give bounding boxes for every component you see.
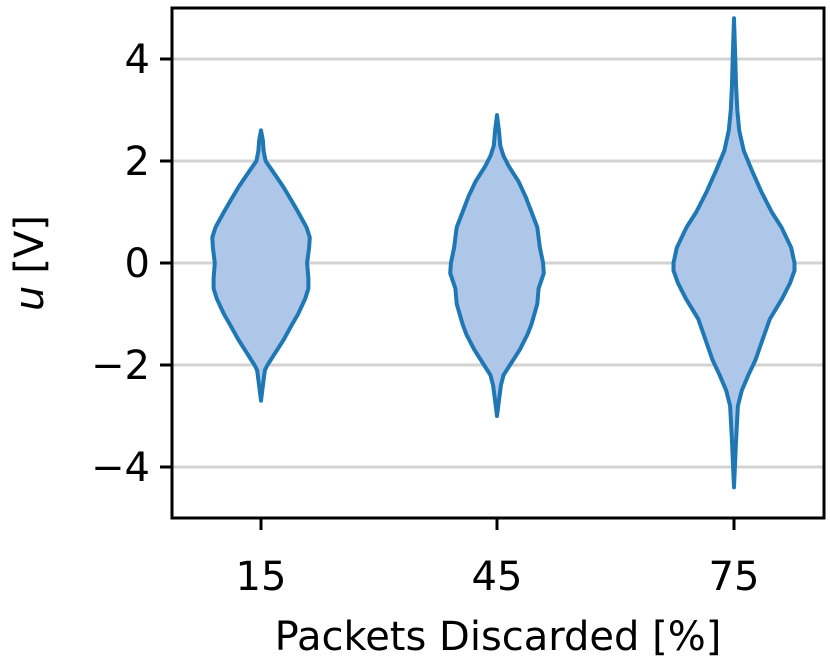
x-axis-title: Packets Discarded [%] [275, 614, 722, 660]
violins [210, 16, 797, 490]
y-axis: 4 2 0 −2 −4 [91, 37, 172, 491]
y-axis-variable: u [7, 286, 53, 311]
y-axis-unit: [V] [7, 215, 53, 274]
y-tick-label: 4 [125, 37, 150, 83]
y-axis-title: u [V] [7, 215, 53, 311]
x-axis: 15 45 75 [236, 518, 760, 600]
violin-45 [448, 113, 546, 418]
violin-15 [210, 128, 312, 403]
y-tick-label: −2 [91, 343, 150, 389]
x-tick-label: 45 [472, 554, 523, 600]
x-tick-label: 15 [236, 554, 287, 600]
y-tick-label: 2 [125, 139, 150, 185]
violin-75 [671, 16, 797, 490]
x-tick-label: 75 [709, 554, 760, 600]
y-tick-label: 0 [125, 241, 150, 287]
y-tick-label: −4 [91, 445, 150, 491]
